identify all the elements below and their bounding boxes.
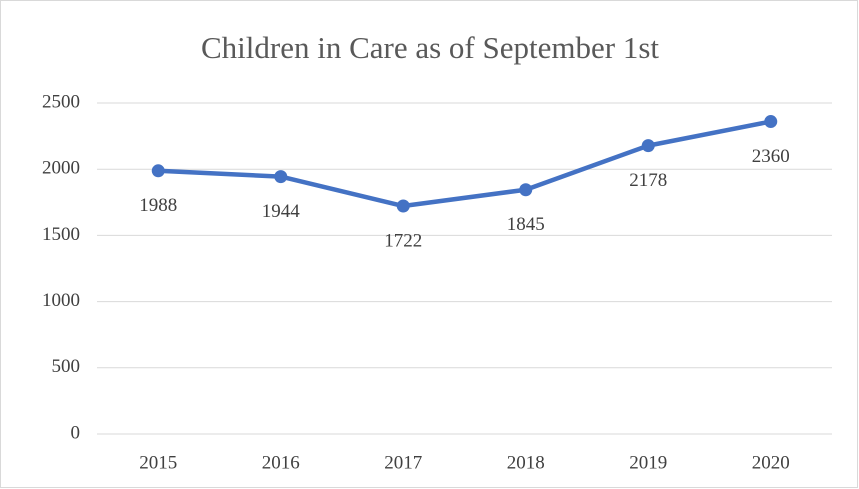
marker	[641, 139, 655, 153]
marker	[274, 170, 288, 184]
data-label: 1988	[139, 195, 177, 216]
y-tick-label: 500	[52, 356, 81, 377]
data-label: 2178	[629, 170, 667, 191]
x-tick-label: 2015	[139, 452, 177, 473]
x-tick-label: 2016	[262, 452, 300, 473]
data-label: 2360	[752, 146, 790, 167]
y-tick-label: 0	[71, 422, 81, 443]
marker	[151, 164, 165, 178]
x-tick-label: 2019	[629, 452, 667, 473]
line	[156, 119, 773, 209]
data-label: 1944	[262, 201, 301, 222]
marker	[519, 183, 533, 197]
marker	[396, 199, 410, 213]
y-tick-label: 1500	[42, 224, 80, 245]
data-label: 1722	[384, 230, 422, 251]
y-tick-label: 1000	[42, 290, 80, 311]
data-label: 1845	[507, 214, 545, 235]
y-tick-label: 2000	[42, 158, 80, 179]
y-tick-label: 2500	[42, 91, 80, 112]
x-tick-label: 2017	[384, 452, 422, 473]
x-tick-label: 2018	[507, 452, 545, 473]
x-tick-label: 2020	[752, 452, 790, 473]
marker	[764, 115, 778, 129]
chart-title: Children in Care as of September 1st	[201, 30, 659, 65]
